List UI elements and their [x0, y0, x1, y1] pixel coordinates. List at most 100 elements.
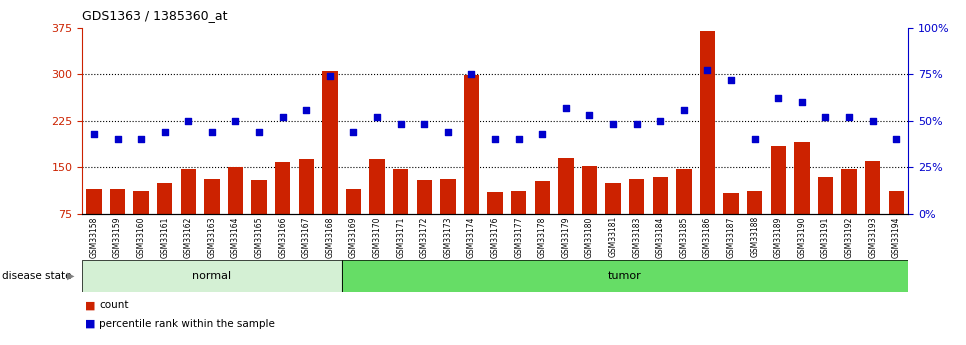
Point [86, 131, 101, 137]
Text: GSM33166: GSM33166 [278, 216, 287, 258]
Point [653, 118, 668, 124]
Point [110, 137, 126, 142]
Text: GSM33172: GSM33172 [420, 216, 429, 258]
Point [275, 114, 291, 120]
Point [865, 118, 880, 124]
Bar [342, 260, 908, 292]
Bar [346, 189, 361, 214]
Bar [323, 71, 337, 214]
Bar [841, 169, 857, 214]
Bar [204, 178, 219, 214]
Text: GSM33164: GSM33164 [231, 216, 240, 258]
Text: GSM33169: GSM33169 [349, 216, 358, 258]
Point [204, 129, 219, 135]
Text: ■: ■ [85, 319, 96, 329]
Text: GSM33193: GSM33193 [868, 216, 877, 258]
Text: GSM33178: GSM33178 [538, 216, 547, 258]
Bar [699, 31, 715, 214]
Text: GSM33171: GSM33171 [396, 216, 405, 258]
Text: GSM33192: GSM33192 [844, 216, 854, 258]
Bar [86, 189, 101, 214]
Text: GSM33188: GSM33188 [751, 216, 759, 257]
Point [298, 107, 314, 112]
Text: GSM33177: GSM33177 [514, 216, 524, 258]
Text: GSM33158: GSM33158 [90, 216, 99, 258]
Text: GSM33161: GSM33161 [160, 216, 169, 258]
Bar [82, 260, 342, 292]
Point [251, 129, 267, 135]
Point [817, 114, 833, 120]
Bar [275, 162, 291, 214]
Bar [464, 76, 479, 214]
Text: GSM33160: GSM33160 [136, 216, 146, 258]
Bar [228, 167, 243, 214]
Text: GSM33167: GSM33167 [301, 216, 311, 258]
Text: GSM33181: GSM33181 [609, 216, 617, 257]
Point [629, 122, 644, 127]
Point [606, 122, 621, 127]
Point [771, 96, 786, 101]
Text: GSM33187: GSM33187 [726, 216, 735, 258]
Text: GSM33174: GSM33174 [467, 216, 476, 258]
Point [369, 114, 384, 120]
Bar [416, 180, 432, 214]
Bar [558, 158, 574, 214]
Text: GSM33159: GSM33159 [113, 216, 122, 258]
Bar [771, 146, 786, 214]
Text: percentile rank within the sample: percentile rank within the sample [99, 319, 275, 329]
Text: GSM33191: GSM33191 [821, 216, 830, 258]
Bar [157, 183, 172, 214]
Bar [251, 180, 267, 214]
Text: GSM33162: GSM33162 [184, 216, 193, 258]
Point [747, 137, 762, 142]
Text: GSM33194: GSM33194 [892, 216, 900, 258]
Bar [342, 260, 908, 292]
Point [534, 131, 550, 137]
Text: GSM33185: GSM33185 [679, 216, 689, 258]
Text: GSM33190: GSM33190 [797, 216, 807, 258]
Point [488, 137, 503, 142]
Text: GSM33184: GSM33184 [656, 216, 665, 258]
Text: GSM33168: GSM33168 [326, 216, 334, 258]
Point [676, 107, 692, 112]
Point [511, 137, 526, 142]
Bar [534, 181, 550, 214]
Bar [629, 178, 644, 214]
Point [393, 122, 409, 127]
Bar [511, 191, 526, 214]
Text: GSM33189: GSM33189 [774, 216, 782, 258]
Bar [747, 191, 762, 214]
Point [724, 77, 739, 82]
Point [841, 114, 857, 120]
Bar [606, 183, 621, 214]
Text: GSM33163: GSM33163 [208, 216, 216, 258]
Text: GSM33170: GSM33170 [373, 216, 382, 258]
Text: disease state: disease state [2, 271, 71, 281]
Text: GSM33186: GSM33186 [703, 216, 712, 258]
Point [181, 118, 196, 124]
Bar [865, 161, 880, 214]
Text: ▶: ▶ [67, 271, 74, 281]
Point [228, 118, 243, 124]
Point [464, 71, 479, 77]
Bar [676, 169, 692, 214]
Point [133, 137, 149, 142]
Text: ■: ■ [85, 300, 96, 310]
Point [416, 122, 432, 127]
Point [889, 137, 904, 142]
Point [440, 129, 456, 135]
Point [558, 105, 574, 110]
Bar [818, 177, 833, 214]
Text: GSM33173: GSM33173 [443, 216, 452, 258]
Text: count: count [99, 300, 129, 310]
Bar [298, 159, 314, 214]
Point [794, 99, 810, 105]
Point [346, 129, 361, 135]
Text: GSM33165: GSM33165 [255, 216, 264, 258]
Bar [369, 159, 384, 214]
Bar [653, 177, 668, 214]
Text: GSM33183: GSM33183 [632, 216, 641, 258]
Bar [440, 178, 456, 214]
Text: tumor: tumor [608, 271, 641, 281]
Text: normal: normal [192, 271, 232, 281]
